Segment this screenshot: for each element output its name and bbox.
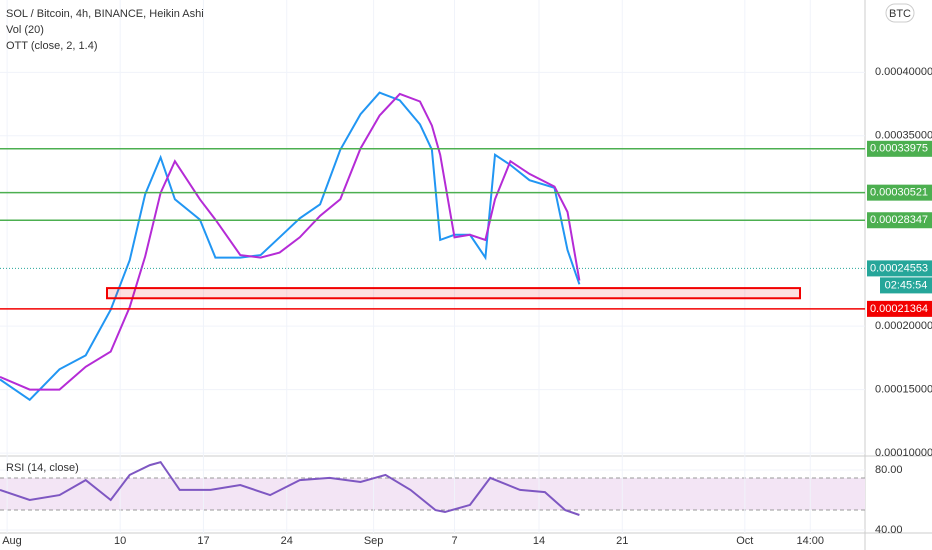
level-label: 0.00028347 [870,214,928,226]
x-tick-label: 24 [281,535,293,547]
level-label: 0.00030521 [870,187,928,199]
chart-title: SOL / Bitcoin, 4h, BINANCE, Heikin Ashi [6,8,204,20]
x-tick-label: Oct [736,535,753,547]
indicator: Vol (20) [6,24,44,36]
countdown: 02:45:54 [885,279,928,291]
x-tick-label: Aug [2,535,22,547]
x-tick-label: 17 [197,535,209,547]
y-tick-label: 0.00040000 [875,66,932,78]
level-label-box [867,212,932,229]
y-tick-label: 0.00035000 [875,130,932,142]
level-label: 0.00033975 [870,143,928,155]
x-tick-label: 21 [616,535,628,547]
rsi-title: RSI (14, close) [6,462,79,474]
level-label: 0.00021364 [870,303,928,315]
level-label-box [867,300,932,317]
x-tick-label: 10 [114,535,126,547]
x-tick-label: 7 [451,535,457,547]
x-tick-label: 14 [533,535,545,547]
series-line [0,460,580,516]
support-zone [106,287,801,300]
x-tick-label: 14:00 [797,535,825,547]
y-tick-label: 80.00 [875,464,903,476]
y-tick-label: 0.00015000 [875,384,932,396]
y-tick-label: 40.00 [875,524,903,536]
level-label-box [867,140,932,157]
currency-badge[interactable] [885,3,915,23]
rsi-band [0,478,865,510]
x-tick-label: Sep [364,535,384,547]
indicator: OTT (close, 2, 1.4) [6,40,98,52]
y-tick-label: 0.00020000 [875,320,932,332]
y-tick-label: 0.00010000 [875,447,932,459]
level-label-box [867,184,932,201]
currency: BTC [889,8,911,20]
last-price-box [867,260,932,277]
last-price-label: 0.00024553 [870,262,928,274]
countdown-box [880,277,932,294]
series-line [0,91,581,402]
